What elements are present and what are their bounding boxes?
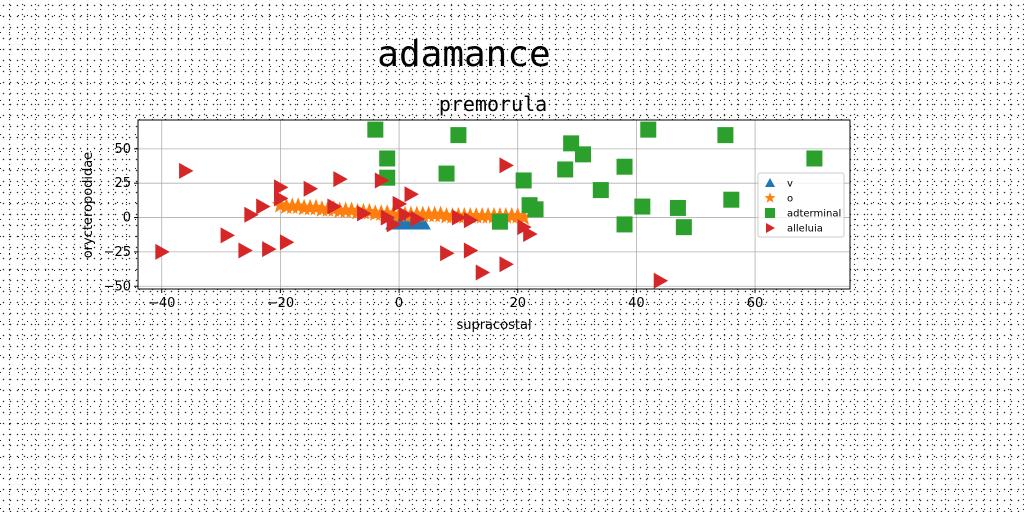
plot-area: [138, 120, 850, 289]
data-point: [367, 121, 384, 138]
data-point: [675, 219, 692, 236]
data-point: [398, 206, 413, 223]
data-point: [616, 216, 633, 233]
data-point: [463, 242, 479, 259]
data-point: [527, 201, 544, 218]
legend: vo adterminal alleluia: [757, 172, 845, 238]
x-tick-label: 60: [747, 296, 764, 311]
data-point: [410, 210, 425, 227]
data-point: [179, 162, 194, 179]
y-tick-label: 50: [114, 142, 131, 157]
data-point: [244, 206, 259, 223]
data-point: [634, 198, 651, 215]
data-point: [557, 161, 574, 178]
data-point: [723, 191, 740, 208]
y-tick-label: 0: [123, 211, 131, 226]
legend-marker: [764, 192, 776, 203]
data-point: [238, 242, 253, 259]
y-axis-ticks: −50 −25 0 25 50: [104, 142, 138, 294]
legend-marker: [766, 223, 775, 233]
data-point: [806, 150, 823, 167]
legend-label: adterminal: [787, 209, 841, 220]
legend-marker: [765, 208, 775, 218]
data-points: [155, 121, 823, 289]
data-point: [575, 146, 591, 163]
x-tick-label: −40: [148, 296, 175, 311]
data-point: [274, 179, 289, 196]
data-point: [450, 127, 467, 144]
x-axis-ticks: −40 −20 0 20 40 60: [148, 289, 763, 311]
data-point: [616, 158, 633, 175]
data-point: [374, 172, 390, 189]
data-point: [475, 264, 491, 281]
data-point: [499, 256, 514, 273]
data-point: [640, 121, 657, 138]
data-point: [523, 226, 538, 243]
x-tick-label: −20: [267, 296, 294, 311]
data-point: [279, 234, 295, 251]
data-point: [303, 180, 319, 197]
chart-title: premorula: [439, 92, 547, 116]
x-axis-label: supracostal: [456, 318, 531, 333]
data-point: [392, 195, 408, 212]
data-point: [386, 216, 402, 233]
data-point: [438, 165, 455, 182]
data-point: [256, 198, 271, 215]
data-point: [499, 157, 514, 174]
data-point: [669, 199, 686, 216]
data-point: [357, 205, 372, 222]
y-tick-label: 25: [114, 176, 131, 191]
data-point: [333, 171, 348, 188]
data-point: [327, 198, 342, 215]
series-alleluia: [155, 157, 669, 289]
data-point: [274, 190, 289, 207]
y-tick-label: −25: [104, 245, 131, 260]
legend-box: [757, 172, 845, 238]
data-point: [440, 245, 455, 262]
x-tick-label: 0: [395, 296, 403, 311]
data-point: [653, 272, 669, 289]
data-point: [220, 227, 235, 244]
legend-label: o: [787, 194, 793, 205]
data-point: [515, 172, 532, 189]
series-adterminal: [367, 121, 823, 236]
legend-marker: [765, 178, 775, 187]
chart-suptitle: adamance: [377, 34, 550, 75]
legend-label: alleluia: [787, 224, 823, 235]
legend-label: v: [787, 179, 793, 190]
data-point: [717, 127, 734, 144]
plot-frame: [137, 119, 851, 290]
data-point: [379, 150, 396, 167]
data-point: [155, 243, 170, 260]
x-tick-label: 20: [509, 296, 526, 311]
data-point: [514, 208, 533, 225]
x-tick-label: 40: [628, 296, 645, 311]
data-point: [491, 213, 508, 230]
data-point: [463, 212, 479, 229]
data-point: [592, 182, 609, 199]
y-axis-label: orycteropodidae: [81, 152, 96, 259]
data-point: [452, 209, 467, 226]
y-tick-label: −50: [104, 279, 131, 294]
data-point: [262, 241, 277, 258]
data-point: [404, 186, 419, 203]
